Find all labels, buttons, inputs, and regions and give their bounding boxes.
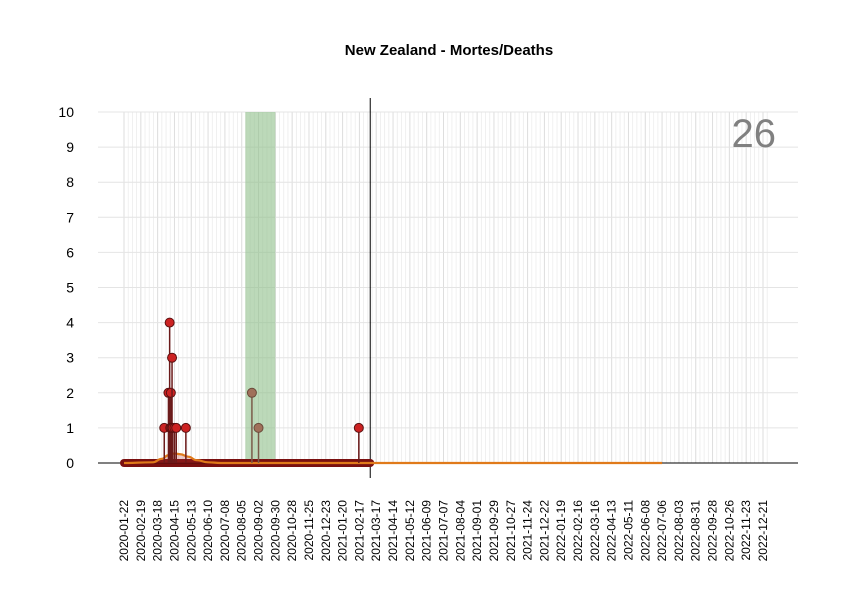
- y-tick-label: 4: [66, 315, 74, 331]
- x-tick-label: 2020-11-25: [302, 500, 316, 561]
- x-tick-label: 2020-06-10: [201, 500, 215, 562]
- x-tick-label: 2022-02-16: [571, 500, 585, 562]
- x-tick-labels: 2020-01-22 2020-02-19 2020-03-18 2020-04-15…: [117, 500, 770, 562]
- data-point: [167, 352, 178, 363]
- x-tick-label: 2020-09-02: [252, 500, 266, 562]
- x-tick-label: 2022-09-28: [706, 500, 720, 562]
- shaded-range: [245, 112, 276, 463]
- y-tick-label: 8: [66, 174, 74, 190]
- x-tick-label: 2020-04-15: [167, 500, 181, 562]
- data-point: [171, 422, 182, 433]
- x-tick-label: 2022-07-06: [655, 500, 669, 562]
- y-tick-label: 10: [58, 104, 74, 120]
- x-tick-label: 2021-05-12: [403, 500, 417, 562]
- x-tick-label: 2020-10-28: [285, 500, 299, 562]
- grid: [98, 111, 798, 464]
- x-tick-label: 2022-01-19: [554, 500, 568, 562]
- y-tick-label: 7: [66, 209, 74, 225]
- x-tick-label: 2022-10-26: [722, 500, 736, 562]
- y-tick-labels: 0 1 2 3 4 5 6 7 8 9 10: [58, 104, 74, 471]
- x-tick-label: 2021-03-17: [369, 500, 383, 562]
- x-tick-label: 2021-12-22: [537, 500, 551, 562]
- x-tick-label: 2021-02-17: [352, 500, 366, 562]
- x-tick-label: 2021-08-04: [453, 500, 467, 562]
- data-point: [165, 387, 176, 398]
- chart-title: New Zealand - Mortes/Deaths: [345, 42, 553, 59]
- y-tick-label: 2: [66, 385, 74, 401]
- x-tick-label: 2022-12-21: [756, 500, 770, 562]
- x-tick-label: 2020-09-30: [268, 500, 282, 562]
- data-point: [353, 422, 364, 433]
- x-tick-label: 2022-05-11: [621, 500, 635, 561]
- x-tick-label: 2020-12-23: [319, 500, 333, 562]
- x-tick-label: 2022-04-13: [605, 500, 619, 562]
- x-tick-label: 2020-01-22: [117, 500, 131, 562]
- x-tick-label: 2021-06-09: [420, 500, 434, 562]
- total-deaths-label: 26: [732, 112, 777, 156]
- x-tick-label: 2021-09-29: [487, 500, 501, 562]
- x-tick-label: 2020-08-05: [235, 500, 249, 562]
- x-tick-label: 2021-07-07: [436, 500, 450, 562]
- x-tick-label: 2022-06-08: [638, 500, 652, 562]
- x-tick-label: 2021-01-20: [336, 500, 350, 562]
- x-tick-label: 2020-05-13: [184, 500, 198, 562]
- y-tick-label: 6: [66, 244, 74, 260]
- data-point: [164, 317, 175, 328]
- data-point: [253, 422, 264, 433]
- x-tick-label: 2022-11-23: [739, 500, 753, 561]
- y-tick-label: 9: [66, 139, 74, 155]
- y-tick-label: 3: [66, 350, 74, 366]
- x-tick-label: 2022-08-03: [672, 500, 686, 562]
- x-tick-label: 2020-02-19: [134, 500, 148, 562]
- data-point: [180, 422, 191, 433]
- y-tick-label: 5: [66, 280, 74, 296]
- data-points: [159, 317, 364, 463]
- y-tick-label: 0: [66, 455, 74, 471]
- x-tick-label: 2022-03-16: [588, 500, 602, 562]
- x-tick-label: 2021-04-14: [386, 500, 400, 562]
- x-tick-label: 2021-11-24: [521, 500, 535, 561]
- x-tick-label: 2021-09-01: [470, 500, 484, 562]
- x-tick-label: 2021-10-27: [504, 500, 518, 562]
- x-tick-label: 2022-08-31: [689, 500, 703, 562]
- data-point: [246, 387, 257, 398]
- shaded-range-rect: [245, 112, 276, 463]
- y-tick-label: 1: [66, 420, 74, 436]
- x-tick-label: 2020-07-08: [218, 500, 232, 562]
- x-tick-label: 2020-03-18: [151, 500, 165, 562]
